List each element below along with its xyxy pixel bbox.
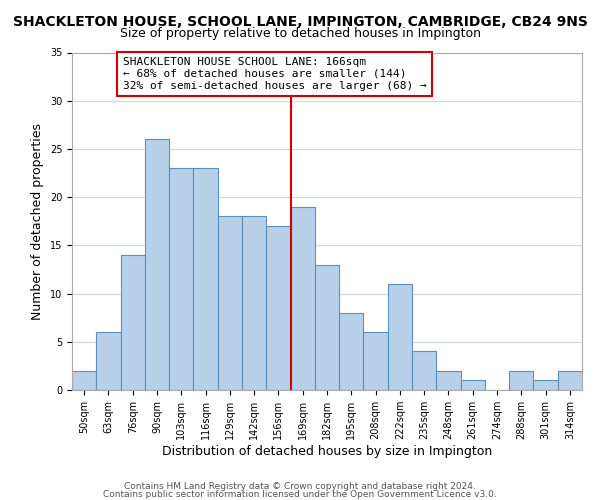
Bar — [121, 255, 145, 390]
Bar — [533, 380, 558, 390]
Bar — [461, 380, 485, 390]
Bar — [364, 332, 388, 390]
Bar — [218, 216, 242, 390]
Bar — [193, 168, 218, 390]
Bar — [145, 140, 169, 390]
Text: Contains HM Land Registry data © Crown copyright and database right 2024.: Contains HM Land Registry data © Crown c… — [124, 482, 476, 491]
Bar — [266, 226, 290, 390]
Text: SHACKLETON HOUSE, SCHOOL LANE, IMPINGTON, CAMBRIDGE, CB24 9NS: SHACKLETON HOUSE, SCHOOL LANE, IMPINGTON… — [13, 15, 587, 29]
Text: SHACKLETON HOUSE SCHOOL LANE: 166sqm
← 68% of detached houses are smaller (144)
: SHACKLETON HOUSE SCHOOL LANE: 166sqm ← 6… — [123, 58, 427, 90]
X-axis label: Distribution of detached houses by size in Impington: Distribution of detached houses by size … — [162, 445, 492, 458]
Bar — [96, 332, 121, 390]
Bar — [72, 370, 96, 390]
Bar — [315, 264, 339, 390]
Bar — [339, 313, 364, 390]
Bar — [242, 216, 266, 390]
Bar — [558, 370, 582, 390]
Bar — [509, 370, 533, 390]
Bar — [436, 370, 461, 390]
Bar — [412, 352, 436, 390]
Bar — [388, 284, 412, 390]
Text: Size of property relative to detached houses in Impington: Size of property relative to detached ho… — [119, 28, 481, 40]
Bar — [290, 207, 315, 390]
Bar — [169, 168, 193, 390]
Y-axis label: Number of detached properties: Number of detached properties — [31, 122, 44, 320]
Text: Contains public sector information licensed under the Open Government Licence v3: Contains public sector information licen… — [103, 490, 497, 499]
